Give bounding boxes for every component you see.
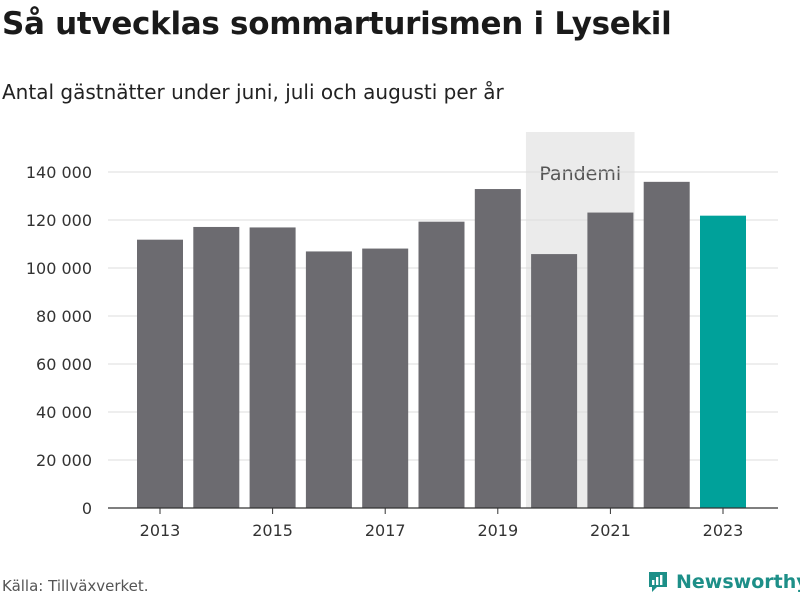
brand-name: Newsworthy [676,571,800,593]
brand-logo[interactable]: Newsworthy [646,570,800,594]
annotation-label: Pandemi [539,163,621,185]
source-note: Källa: Tillväxverket. [2,577,149,595]
y-tick-label: 100 000 [26,259,92,278]
newsworthy-logo-icon [649,572,667,592]
y-tick-label: 80 000 [36,307,92,326]
bar [418,221,465,508]
bar [137,239,183,508]
bar [474,189,521,509]
bar [305,251,352,508]
x-tick-label: 2013 [140,521,181,540]
chart-subtitle: Antal gästnätter under juni, juli och au… [2,80,504,104]
chart-title: Så utvecklas sommarturismen i Lysekil [2,6,672,42]
bar [587,212,634,508]
y-tick-label: 20 000 [36,451,92,470]
bar [362,248,409,508]
y-tick-label: 40 000 [36,403,92,422]
y-tick-label: 0 [82,499,92,518]
bar [531,254,578,508]
x-tick-label: 2017 [365,521,406,540]
x-tick-label: 2023 [703,521,744,540]
bar [643,181,690,508]
y-tick-label: 120 000 [26,211,92,230]
bar [700,215,746,508]
x-tick-label: 2015 [252,521,293,540]
x-tick-label: 2021 [590,521,631,540]
bar [193,226,240,508]
bar [249,227,296,508]
y-tick-label: 140 000 [26,163,92,182]
y-tick-label: 60 000 [36,355,92,374]
x-tick-label: 2019 [477,521,518,540]
